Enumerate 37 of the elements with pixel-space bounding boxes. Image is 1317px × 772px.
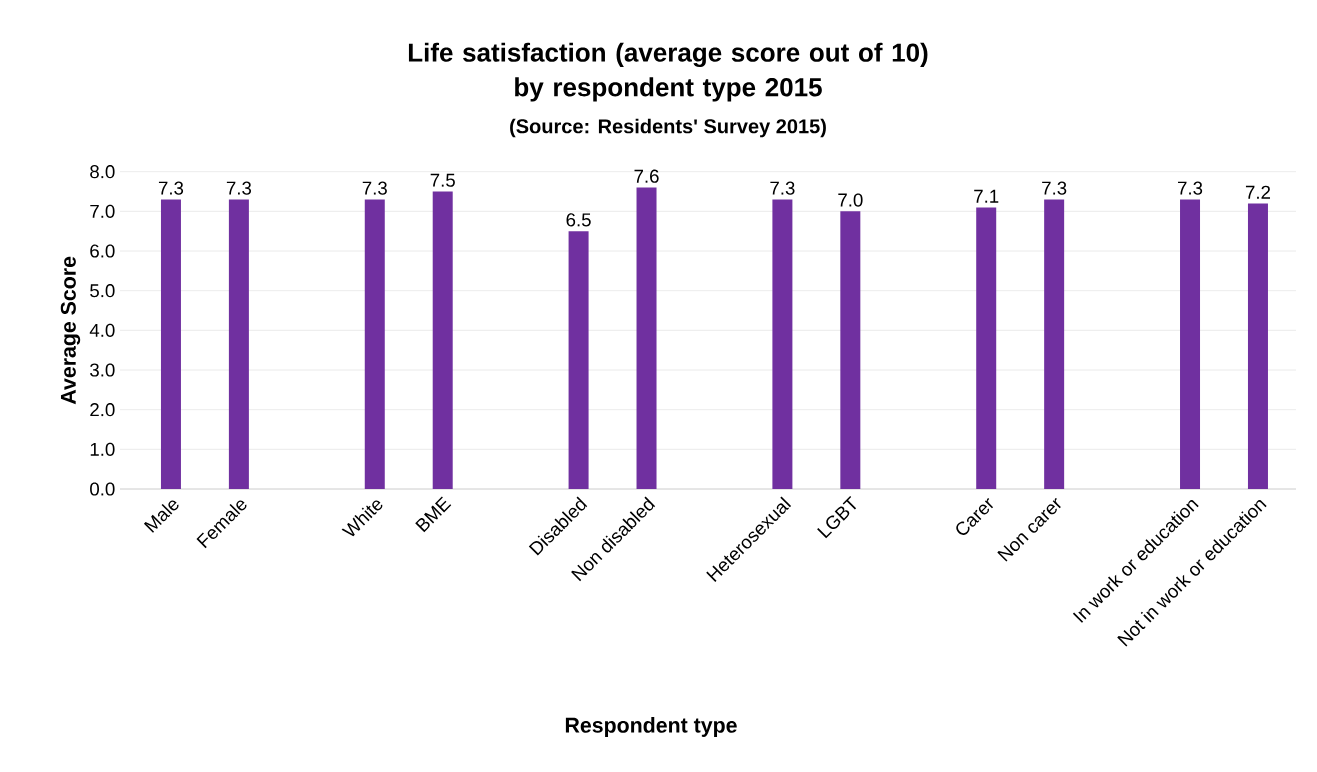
y-tick-label: 2.0: [90, 403, 115, 417]
bar: [840, 211, 861, 489]
chart-subtitle: (Source: Residents' Survey 2015): [510, 118, 826, 138]
bar: [160, 199, 181, 489]
data-label: 7.6: [634, 169, 659, 183]
bar: [1247, 203, 1268, 489]
y-tick-label: 3.0: [90, 363, 115, 377]
bar: [364, 199, 385, 489]
bar: [1180, 199, 1201, 489]
bar: [1044, 199, 1065, 489]
chart-title: Life satisfaction (average score out of 10) by respondent type 2015: [408, 42, 928, 102]
data-label: 7.0: [838, 193, 863, 207]
data-label: 7.5: [430, 173, 455, 187]
data-label: 7.2: [1245, 185, 1271, 199]
data-label: 7.3: [1178, 181, 1203, 195]
y-tick-label: 6.0: [90, 244, 115, 258]
data-label: 6.5: [566, 213, 591, 227]
y-tick-label: 8.0: [90, 165, 115, 179]
data-label: 7.3: [362, 181, 387, 195]
y-tick-label: 1.0: [90, 442, 115, 456]
bar: [228, 199, 249, 489]
bar: [432, 191, 453, 489]
data-label: 7.1: [974, 189, 999, 203]
y-axis-title: Average Score: [60, 256, 81, 405]
y-tick-label: 7.0: [90, 204, 115, 218]
y-tick-label: 5.0: [90, 284, 115, 298]
data-label: 7.3: [1042, 181, 1067, 195]
data-label: 7.3: [770, 181, 795, 195]
bar: [772, 199, 793, 489]
bar: [976, 207, 997, 489]
y-tick-label: 4.0: [89, 323, 115, 337]
y-tick-label: 0.0: [90, 482, 115, 496]
bar: [636, 187, 657, 489]
x-axis-title: Respondent type: [565, 717, 737, 737]
data-label: 7.3: [158, 181, 184, 195]
data-label: 7.3: [226, 181, 252, 195]
bar: [568, 231, 589, 489]
